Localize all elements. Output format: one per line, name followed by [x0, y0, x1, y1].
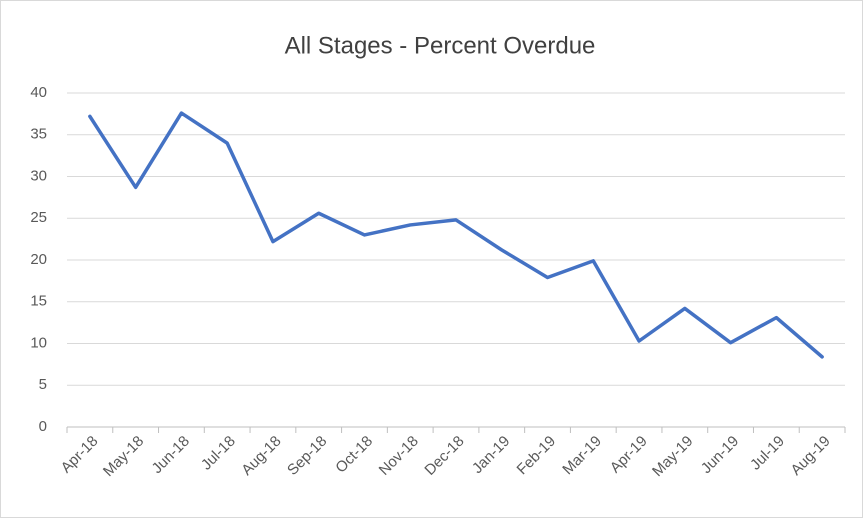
y-tick-label: 10	[30, 334, 47, 351]
y-tick-label: 5	[39, 376, 47, 393]
y-tick-label: 20	[30, 251, 47, 268]
data-line	[88, 111, 824, 359]
chart-title: All Stages - Percent Overdue	[285, 32, 596, 59]
y-tick-label: 35	[30, 126, 47, 143]
y-tick-label: 40	[30, 84, 47, 101]
y-tick-label: 0	[39, 418, 47, 435]
y-tick-label: 30	[30, 167, 47, 184]
y-tick-label: 25	[30, 209, 47, 226]
y-tick-label: 15	[30, 293, 47, 310]
